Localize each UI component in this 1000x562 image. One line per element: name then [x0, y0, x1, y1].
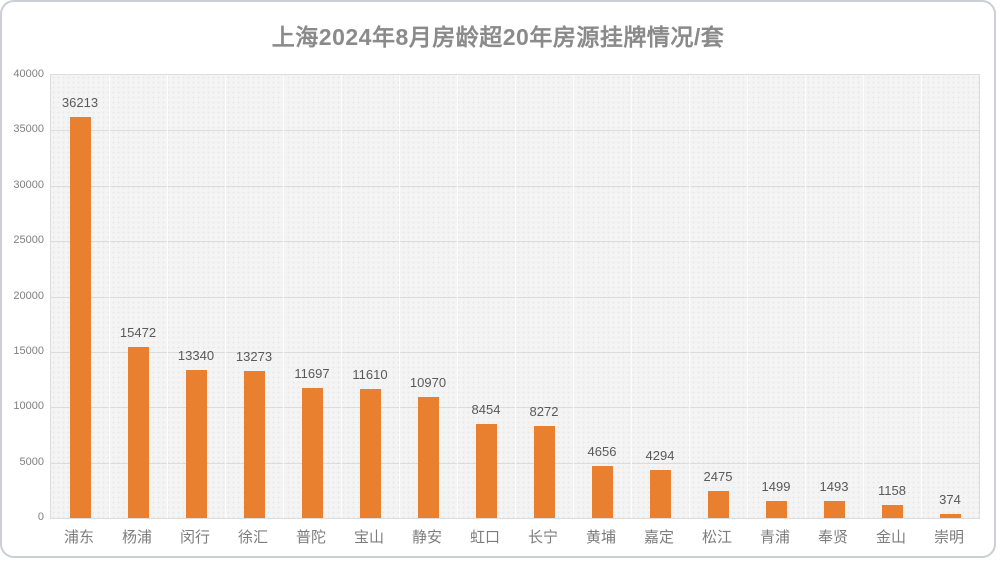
gridline-vertical: [167, 75, 168, 518]
x-tick-label: 青浦: [759, 530, 790, 546]
bar-value-label: 13273: [235, 349, 273, 364]
bar-value-label: 1158: [878, 483, 906, 499]
bar-闵行: [185, 370, 207, 518]
x-tick-label: 松江: [701, 530, 732, 546]
gridline-vertical: [573, 75, 574, 518]
y-tick-label: 35000: [13, 123, 44, 136]
gridline-vertical: [689, 75, 690, 518]
y-tick-label: 20000: [13, 289, 44, 302]
x-tick-label: 普陀: [295, 530, 326, 546]
bar-value-label: 374: [939, 491, 961, 507]
x-tick-label: 奉贤: [817, 530, 848, 546]
bar-value-label: 4656: [587, 444, 617, 460]
bar-宝山: [359, 389, 381, 518]
gridline-vertical: [631, 75, 632, 518]
gridline-vertical: [747, 75, 748, 518]
gridline-vertical: [921, 75, 922, 518]
bar-金山: [881, 505, 903, 518]
plot-area: 36213 15472 13340 13273 11697 11610 10970 8454 8…: [50, 74, 980, 519]
bar-value-label: 10970: [409, 374, 447, 390]
y-tick-label: 40000: [13, 68, 44, 80]
x-tick-label: 静安: [411, 530, 442, 546]
bar-value-label: 4294: [645, 448, 675, 464]
bar-value-label: 8272: [529, 404, 559, 420]
bar-value-label: 1499: [761, 479, 791, 495]
bar-value-label: 15472: [119, 324, 157, 340]
bar-奉贤: [823, 501, 845, 518]
x-tick-label: 崇明: [933, 530, 964, 546]
bar-虹口: [475, 424, 497, 518]
gridline-vertical: [283, 75, 284, 518]
gridline-vertical: [863, 75, 864, 518]
bar-浦东: [69, 116, 91, 518]
x-tick-label: 徐汇: [237, 530, 268, 546]
gridline-vertical: [399, 75, 400, 518]
chart-title: 上海2024年8月房龄超20年房源挂牌情况/套: [271, 24, 725, 50]
gridline-vertical: [805, 75, 806, 518]
x-tick-label: 黄埔: [585, 530, 616, 546]
y-tick-label: 25000: [13, 234, 44, 247]
y-tick-label: 10000: [13, 400, 44, 413]
x-tick-label: 浦东: [63, 530, 94, 546]
y-tick-label: 15000: [13, 344, 44, 357]
x-tick-label: 虹口: [469, 530, 500, 546]
y-tick-label: 30000: [13, 178, 44, 191]
gridline-vertical: [515, 75, 516, 518]
bar-value-label: 11697: [294, 366, 330, 382]
bar-黄埔: [591, 466, 613, 518]
bar-杨浦: [127, 346, 149, 518]
bar-松江: [707, 490, 729, 518]
bar-徐汇: [243, 371, 265, 518]
gridline-vertical: [457, 75, 458, 518]
bar-普陀: [301, 388, 323, 518]
bar-value-label: 36213: [61, 94, 99, 110]
x-tick-label: 杨浦: [121, 530, 152, 546]
x-tick-label: 闵行: [179, 530, 210, 546]
bar-青浦: [765, 501, 787, 518]
x-tick-label: 金山: [875, 530, 906, 546]
bar-value-label: 2475: [703, 468, 733, 484]
gridline-vertical: [109, 75, 110, 518]
gridline-vertical: [341, 75, 342, 518]
bar-value-label: 13340: [177, 348, 215, 364]
bar-静安: [417, 396, 439, 518]
y-tick-label: 0: [37, 511, 44, 523]
x-tick-label: 嘉定: [643, 530, 674, 546]
bar-value-label: 8454: [471, 402, 501, 418]
y-tick-label: 5000: [19, 455, 44, 468]
bar-嘉定: [649, 470, 671, 518]
x-tick-label: 长宁: [527, 530, 558, 546]
bar-长宁: [533, 426, 555, 518]
gridline-vertical: [225, 75, 226, 518]
x-tick-label: 宝山: [353, 530, 384, 546]
bar-value-label: 1493: [819, 479, 849, 495]
bar-value-label: 11610: [352, 367, 388, 383]
bar-崇明: [939, 513, 961, 518]
